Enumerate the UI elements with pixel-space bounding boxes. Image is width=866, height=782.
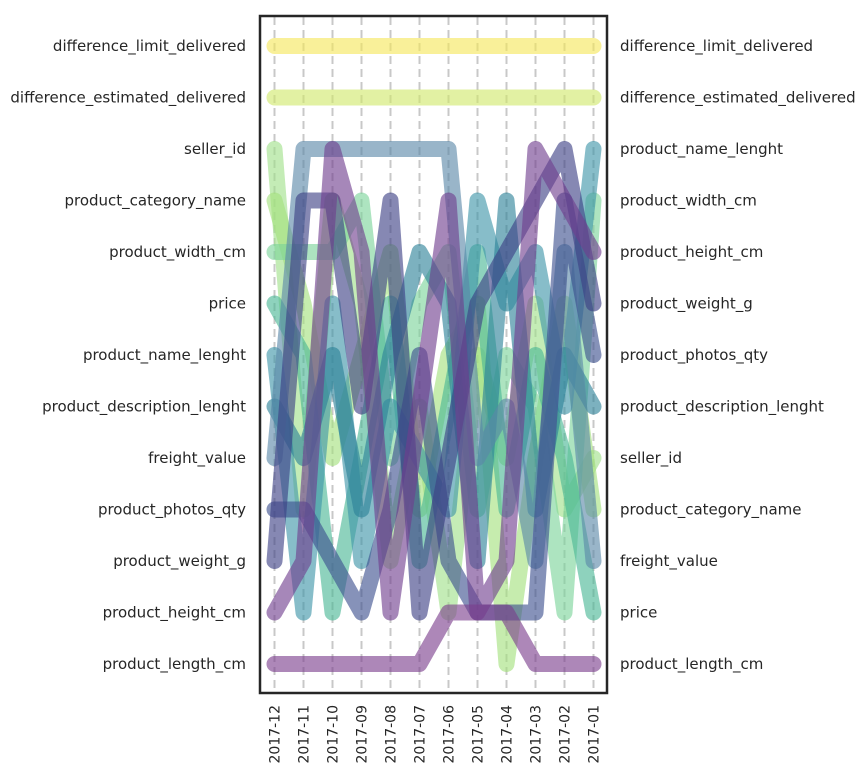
x-tick-label: 2017-05 — [471, 705, 487, 764]
x-tick-label: 2017-06 — [442, 705, 458, 764]
right-rank-label: product_height_cm — [620, 243, 763, 262]
right-rank-label: seller_id — [620, 449, 682, 468]
right-rank-label: product_photos_qty — [620, 346, 768, 365]
right-rank-label: product_width_cm — [620, 192, 757, 211]
right-rank-label: freight_value — [620, 552, 718, 571]
left-rank-labels: difference_limit_delivered difference_est… — [10, 37, 246, 674]
series-lines — [266, 38, 602, 672]
x-tick-label: 2017-02 — [558, 705, 574, 764]
series-line-product_height_cm — [266, 141, 602, 621]
left-rank-label: seller_id — [184, 140, 246, 159]
right-rank-label: product_weight_g — [620, 295, 753, 314]
x-tick-label: 2017-04 — [500, 705, 516, 764]
x-tick-label: 2017-09 — [355, 705, 371, 764]
right-rank-label: product_description_lenght — [620, 398, 824, 417]
x-tick-label: 2017-03 — [529, 705, 545, 764]
right-rank-label: product_category_name — [620, 501, 802, 520]
left-rank-label: product_height_cm — [103, 604, 246, 623]
right-rank-label: price — [620, 604, 657, 622]
right-rank-labels: difference_limit_delivered difference_est… — [620, 37, 856, 674]
left-rank-label: product_photos_qty — [98, 501, 246, 520]
left-rank-label: product_weight_g — [113, 552, 246, 571]
x-tick-label: 2017-08 — [384, 705, 400, 764]
left-rank-label: product_name_lenght — [83, 346, 246, 365]
left-rank-label: freight_value — [148, 449, 246, 468]
x-tick-label: 2017-01 — [587, 705, 603, 764]
x-tick-label: 2017-11 — [297, 705, 313, 764]
series-line-product_length_cm — [266, 604, 602, 672]
right-rank-label: difference_limit_delivered — [620, 37, 813, 56]
left-rank-label: product_length_cm — [103, 655, 246, 674]
right-rank-label: product_length_cm — [620, 655, 763, 674]
x-tick-label: 2017-07 — [413, 705, 429, 764]
right-rank-label: difference_estimated_delivered — [620, 89, 856, 108]
x-tick-label: 2017-10 — [326, 705, 342, 764]
left-rank-label: price — [209, 295, 246, 313]
left-rank-label: product_width_cm — [109, 243, 246, 262]
plot-frame — [258, 14, 609, 695]
x-tick-label: 2017-12 — [268, 705, 284, 764]
right-rank-label: product_name_lenght — [620, 140, 783, 159]
left-rank-label: difference_estimated_delivered — [10, 89, 246, 108]
left-rank-label: difference_limit_delivered — [53, 37, 246, 56]
left-rank-label: product_description_lenght — [42, 398, 246, 417]
x-tick-labels: 2017-12 2017-11 2017-10 2017-09 2017-08 2017-… — [268, 705, 603, 764]
series-line-product_photos_qty — [266, 192, 602, 621]
left-rank-label: product_category_name — [64, 192, 246, 211]
